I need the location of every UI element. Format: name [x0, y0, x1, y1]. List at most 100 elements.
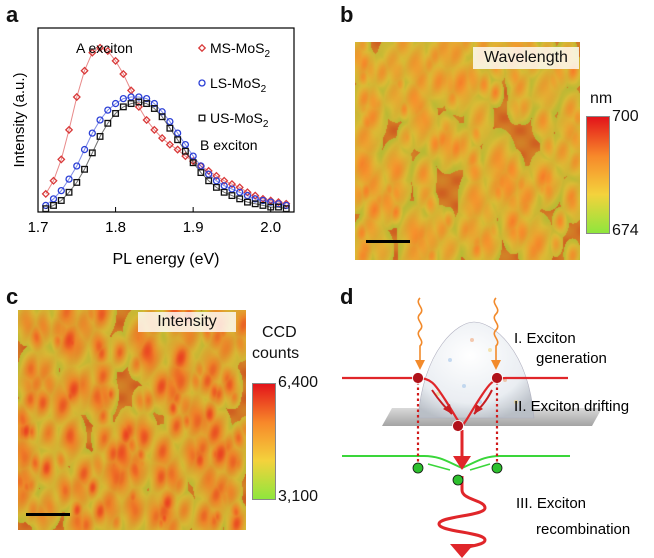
data-point [189, 159, 197, 167]
colorbar-c-unit-line2: counts [252, 345, 300, 362]
data-point [88, 129, 96, 137]
data-point [227, 179, 237, 189]
data-point [80, 145, 89, 154]
electron-center [452, 420, 464, 432]
data-point [49, 176, 58, 185]
hole-arrow-left [427, 463, 451, 471]
hole-center [452, 474, 464, 486]
x-tick-label: 1.7 [28, 219, 49, 236]
scale-bar-b [366, 240, 410, 243]
step1-label-line1: I. Exciton [514, 330, 576, 347]
data-point [104, 119, 112, 127]
data-point [73, 162, 81, 170]
data-point [112, 109, 120, 117]
hole-arrow-right [469, 463, 491, 471]
data-point [88, 48, 97, 57]
data-point [212, 183, 220, 191]
data-point [81, 165, 88, 173]
step1-label-line2: generation [536, 350, 607, 367]
electron-right [491, 372, 503, 384]
panel-letter-b: b [340, 2, 354, 27]
data-point [73, 178, 81, 186]
data-point [119, 103, 127, 111]
data-point [212, 171, 221, 180]
data-point [72, 92, 81, 102]
data-point [96, 116, 104, 124]
data-point [42, 205, 50, 213]
panel-letter-a: a [6, 2, 19, 27]
data-point [50, 201, 57, 209]
data-point [96, 132, 104, 140]
legend-label: US-MoS2 [210, 110, 269, 130]
incident-photon-left [417, 297, 423, 362]
data-point [41, 189, 50, 199]
legend: MS-MoS2 LS-MoS2 US-MoS2 [197, 40, 270, 130]
colorbar-b-max: 700 [612, 108, 639, 125]
hole-right [491, 462, 503, 474]
step3-label-line2: recombination [536, 521, 630, 538]
data-point [111, 56, 120, 65]
data-point [173, 145, 182, 154]
data-point [158, 108, 166, 116]
intensity-map [18, 310, 246, 530]
series-usmos [42, 98, 290, 213]
data-point [174, 136, 182, 144]
data-point [212, 177, 221, 185]
data-point [104, 106, 112, 114]
data-point [165, 140, 174, 149]
data-point [119, 94, 127, 103]
data-point [236, 188, 244, 196]
intensity-map-image [18, 310, 246, 530]
data-point [236, 195, 244, 203]
scale-bar-c [26, 513, 70, 516]
legend-marker [198, 79, 206, 87]
panel-letter-c: c [6, 284, 19, 309]
data-point [150, 105, 158, 112]
data-point [134, 102, 143, 111]
data-point [49, 195, 58, 203]
data-point [243, 191, 252, 200]
colorbar-b-min: 674 [612, 222, 639, 239]
legend-label: LS-MoS2 [210, 75, 267, 95]
x-tick-label: 2.0 [260, 219, 281, 236]
series-line [45, 47, 287, 205]
electron-left [412, 372, 424, 384]
step2-label: II. Exciton drifting [514, 398, 629, 415]
data-point [65, 175, 73, 183]
emitted-photon-arrowhead [450, 544, 474, 558]
legend-label: MS-MoS2 [210, 40, 270, 60]
data-point [173, 129, 182, 137]
wavelength-map [355, 42, 580, 260]
wavelength-map-title: Wavelength [473, 47, 579, 69]
legend-marker [197, 43, 207, 53]
data-point [88, 149, 96, 157]
data-point [166, 124, 174, 132]
data-point [282, 205, 290, 213]
data-point [142, 94, 151, 103]
colorbar-c-min: 3,100 [278, 488, 319, 505]
data-point [64, 125, 74, 134]
data-point [181, 140, 190, 149]
data-point [135, 98, 143, 106]
step3-label-line1: III. Exciton [516, 495, 586, 512]
colorbar-b-unit: nm [590, 90, 613, 107]
data-point [275, 203, 282, 211]
colorbar-c-unit-line1: CCD [262, 324, 297, 341]
data-point [150, 99, 159, 108]
x-axis-label: PL energy (eV) [112, 251, 219, 268]
data-point [127, 93, 135, 101]
data-point [220, 176, 229, 185]
data-point [197, 169, 205, 177]
intensity-map-title: Intensity [138, 312, 236, 332]
data-point [220, 188, 228, 196]
data-point [267, 198, 275, 206]
data-point [166, 117, 174, 126]
wavelength-map-image [355, 42, 580, 260]
annotation-a-exciton: A exciton [76, 40, 133, 56]
data-point [57, 155, 66, 164]
colorbar-b [586, 116, 610, 234]
data-point [228, 185, 236, 193]
emitted-photon-wave [437, 476, 487, 551]
data-point [197, 162, 205, 170]
legend-marker [198, 114, 206, 122]
